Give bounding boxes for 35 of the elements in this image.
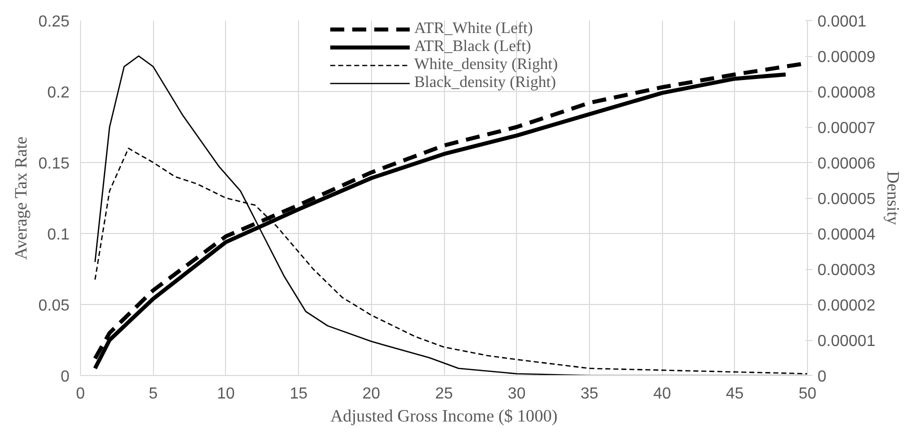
y-tick-label: 0 — [60, 368, 70, 386]
x-axis-title: Adjusted Gross Income ($ 1000) — [330, 406, 558, 426]
y2-tick-label: 0.00001 — [818, 333, 876, 350]
legend-label: White_density (Right) — [414, 56, 558, 74]
y-tick-label: 0.25 — [38, 14, 70, 30]
y2-tick-label: 0 — [818, 368, 826, 386]
x-tick-label: 5 — [148, 386, 158, 402]
x-tick-label: 10 — [217, 386, 235, 402]
y2-tick-label: 0.0001 — [818, 14, 867, 30]
y2-tick-label: 0.00008 — [818, 84, 876, 102]
legend-label: ATR_Black (Left) — [414, 38, 532, 56]
y2-tick-label: 0.00004 — [818, 226, 876, 244]
x-tick-label: 40 — [653, 386, 672, 402]
x-tick-label: 50 — [798, 386, 816, 402]
y2-tick-label: 0.00002 — [818, 298, 876, 314]
y2-tick-label: 0.00009 — [818, 49, 876, 66]
legend-label: ATR_White (Left) — [414, 20, 533, 38]
y2-tick-label: 0.00005 — [818, 191, 876, 208]
x-tick-label: 15 — [290, 386, 308, 402]
y2-tick-label: 0.00007 — [818, 120, 876, 137]
y-tick-label: 0.05 — [38, 298, 70, 314]
y-axis-title: Average Tax Rate — [11, 136, 30, 260]
y2-tick-label: 0.00003 — [818, 262, 876, 279]
x-tick-label: 20 — [362, 386, 380, 402]
x-tick-label: 25 — [435, 386, 453, 402]
x-tick-label: 0 — [76, 386, 86, 402]
x-tick-label: 45 — [726, 386, 744, 402]
y2-tick-label: 0.00006 — [818, 156, 876, 172]
x-tick-label: 30 — [508, 386, 526, 402]
y-tick-label: 0.15 — [38, 156, 70, 172]
y-tick-label: 0.2 — [47, 84, 70, 102]
legend-label: Black_density (Right) — [414, 74, 556, 92]
y-tick-label: 0.1 — [47, 226, 70, 244]
y2-axis-title: Density — [883, 171, 902, 226]
x-tick-label: 35 — [580, 386, 598, 402]
